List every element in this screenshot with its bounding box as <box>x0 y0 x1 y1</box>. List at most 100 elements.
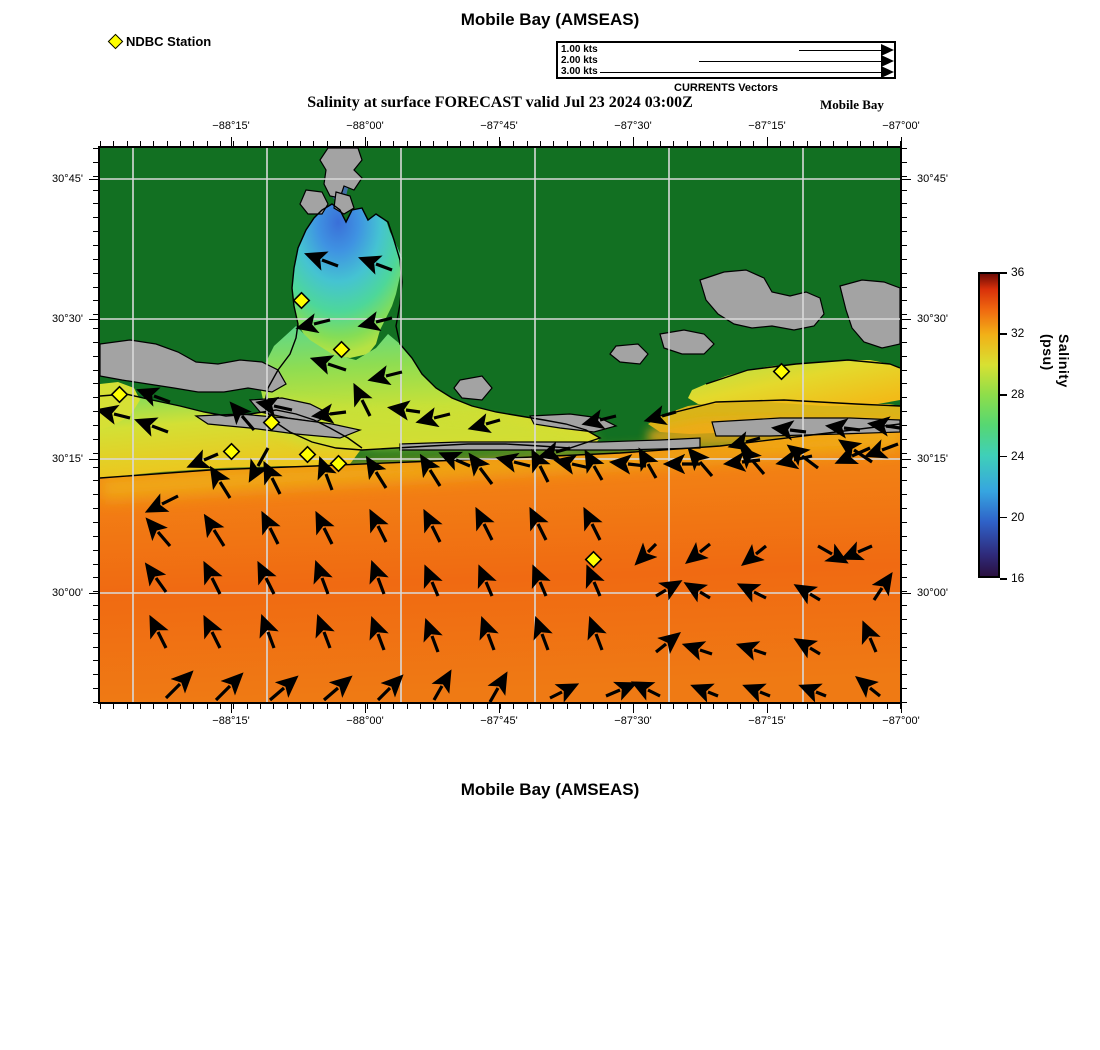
y-minor-tick <box>902 231 907 233</box>
y-minor-tick <box>902 605 907 607</box>
y-minor-tick <box>93 466 98 468</box>
x-minor-tick <box>460 141 461 146</box>
x-minor-tick <box>593 704 595 709</box>
x-minor-tick <box>513 141 515 146</box>
x-axis-label: −87°15' <box>748 120 786 132</box>
y-minor-tick <box>902 563 907 565</box>
x-minor-tick <box>326 704 328 709</box>
y-axis-label: 30°00' <box>52 587 83 599</box>
x-major-tick <box>231 704 233 713</box>
x-minor-tick <box>606 141 608 146</box>
y-axis-label: 30°15' <box>52 453 83 465</box>
x-minor-tick <box>686 704 688 709</box>
y-minor-tick <box>902 660 907 662</box>
y-minor-tick <box>93 328 98 330</box>
y-minor-tick <box>93 605 98 607</box>
y-minor-tick <box>93 203 98 205</box>
x-minor-tick <box>100 704 101 709</box>
y-minor-tick <box>93 286 98 288</box>
y-minor-tick <box>902 452 907 454</box>
y-axis-label: 30°45' <box>917 173 948 185</box>
x-minor-tick <box>606 704 608 709</box>
x-axis-label: −87°00' <box>882 715 920 727</box>
y-minor-tick <box>902 148 907 149</box>
y-minor-tick <box>93 508 98 510</box>
x-axis-label: −88°15' <box>212 715 250 727</box>
x-minor-tick <box>246 704 248 709</box>
ndbc-station-marker <box>292 291 311 310</box>
diamond-marker-icon <box>107 33 124 50</box>
y-minor-tick <box>902 549 907 551</box>
colorbar-tick-label: 28 <box>1011 387 1025 402</box>
x-minor-tick <box>486 704 488 709</box>
x-minor-tick <box>193 141 195 146</box>
currents-legend-row-3: 3.00 kts <box>558 66 894 79</box>
ndbc-station-marker <box>772 362 791 381</box>
y-minor-tick <box>93 300 98 302</box>
y-minor-tick <box>902 411 907 413</box>
y-minor-tick <box>93 563 98 565</box>
currents-vector-legend: 1.00 kts 2.00 kts 3.00 kts <box>556 41 896 79</box>
x-minor-tick <box>286 141 288 146</box>
y-minor-tick <box>902 369 907 371</box>
x-minor-tick <box>526 141 528 146</box>
y-major-tick <box>89 179 98 181</box>
x-minor-tick <box>540 141 541 146</box>
y-minor-tick <box>93 369 98 371</box>
x-minor-tick <box>793 141 795 146</box>
x-minor-tick <box>793 704 795 709</box>
y-minor-tick <box>93 411 98 413</box>
x-major-tick <box>767 704 769 713</box>
x-minor-tick <box>420 141 421 146</box>
y-minor-tick <box>902 521 907 523</box>
x-minor-tick <box>740 141 741 146</box>
y-minor-tick <box>902 480 907 482</box>
y-minor-tick <box>902 341 907 343</box>
y-minor-tick <box>902 161 907 163</box>
x-minor-tick <box>153 141 155 146</box>
x-minor-tick <box>180 704 181 709</box>
x-minor-tick <box>513 704 515 709</box>
x-axis-label: −88°15' <box>212 120 250 132</box>
x-minor-tick <box>126 141 128 146</box>
x-minor-tick <box>393 141 395 146</box>
y-minor-tick <box>902 466 907 468</box>
x-minor-tick <box>193 704 195 709</box>
map-plot-area[interactable] <box>98 146 902 704</box>
x-minor-tick <box>740 704 741 709</box>
x-minor-tick <box>233 704 235 709</box>
x-minor-tick <box>366 141 368 146</box>
footer-title: Mobile Bay (AMSEAS) <box>460 780 640 799</box>
y-axis-label: 30°30' <box>52 313 83 325</box>
x-minor-tick <box>353 704 355 709</box>
y-major-tick <box>902 459 911 461</box>
x-minor-tick <box>420 704 421 709</box>
y-minor-tick <box>93 397 98 399</box>
x-axis-label: −88°00' <box>346 715 384 727</box>
colorbar-gradient <box>978 272 1000 578</box>
y-minor-tick <box>902 618 907 620</box>
x-major-tick <box>767 137 769 146</box>
x-minor-tick <box>780 704 781 709</box>
x-minor-tick <box>820 704 821 709</box>
x-minor-tick <box>140 704 141 709</box>
y-minor-tick <box>902 189 907 191</box>
y-minor-tick <box>902 674 907 676</box>
colorbar-tick <box>1000 394 1007 396</box>
x-minor-tick <box>433 141 435 146</box>
ndbc-station-markers[interactable] <box>110 291 791 569</box>
y-minor-tick <box>93 217 98 219</box>
currents-legend-arrowhead-3 <box>881 66 894 78</box>
y-minor-tick <box>93 341 98 343</box>
currents-legend-arrowhead-1 <box>881 44 894 56</box>
colorbar-tick-label: 36 <box>1011 265 1025 279</box>
y-axis-label: 30°15' <box>917 453 948 465</box>
y-minor-tick <box>93 521 98 523</box>
x-minor-tick <box>206 141 208 146</box>
y-minor-tick <box>902 508 907 510</box>
x-major-tick <box>365 137 367 146</box>
colorbar-tick <box>1000 333 1007 335</box>
y-minor-tick <box>93 189 98 191</box>
current-vectors <box>100 251 900 702</box>
x-minor-tick <box>246 141 248 146</box>
